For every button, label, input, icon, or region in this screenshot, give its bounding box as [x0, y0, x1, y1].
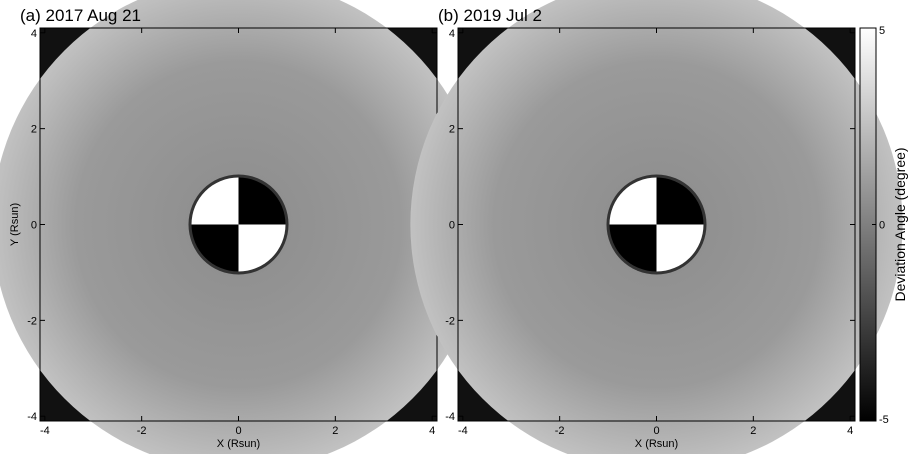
- y-axis-label: Y (Rsun): [9, 203, 21, 246]
- x-axis-label: X (Rsun): [635, 438, 678, 450]
- y-tick-label: -2: [27, 315, 37, 327]
- occulter-quadrant: [191, 177, 239, 225]
- occulter-quadrant: [656, 224, 704, 272]
- occulter-quadrant: [238, 177, 286, 225]
- x-tick-label: 0: [653, 425, 659, 437]
- y-tick-label: 2: [449, 124, 455, 136]
- x-tick-label: -4: [458, 425, 468, 437]
- x-axis-label: X (Rsun): [217, 438, 260, 450]
- y-tick-label: -2: [445, 315, 455, 327]
- x-tick-label: 0: [235, 425, 241, 437]
- x-tick-label: 4: [429, 425, 435, 437]
- y-tick-label: -4: [27, 411, 37, 423]
- colorbar-label: Deviation Angle (degree): [892, 147, 908, 301]
- x-tick-label: -2: [555, 425, 565, 437]
- occulter-quadrant: [609, 177, 657, 225]
- colorbar-tick-label: 5: [879, 25, 885, 37]
- y-tick-label: 0: [31, 220, 37, 232]
- y-tick-label: -4: [445, 411, 455, 423]
- y-tick-label: 4: [449, 28, 455, 40]
- occulter-quadrant: [656, 177, 704, 225]
- x-tick-label: 4: [847, 425, 853, 437]
- panel-title: (b) 2019 Jul 2: [438, 6, 542, 25]
- panel-title: (a) 2017 Aug 21: [20, 6, 141, 25]
- x-tick-label: -4: [40, 425, 50, 437]
- occulter-quadrant: [609, 224, 657, 272]
- x-tick-label: 2: [750, 425, 756, 437]
- occulter-quadrant: [191, 224, 239, 272]
- x-tick-label: -2: [137, 425, 147, 437]
- y-tick-label: 0: [449, 220, 455, 232]
- y-tick-label: 2: [31, 124, 37, 136]
- colorbar-tick-label: 0: [879, 220, 885, 232]
- colorbar-tick-label: -5: [879, 414, 889, 426]
- y-tick-label: 4: [31, 28, 37, 40]
- x-tick-label: 2: [332, 425, 338, 437]
- occulter-quadrant: [238, 224, 286, 272]
